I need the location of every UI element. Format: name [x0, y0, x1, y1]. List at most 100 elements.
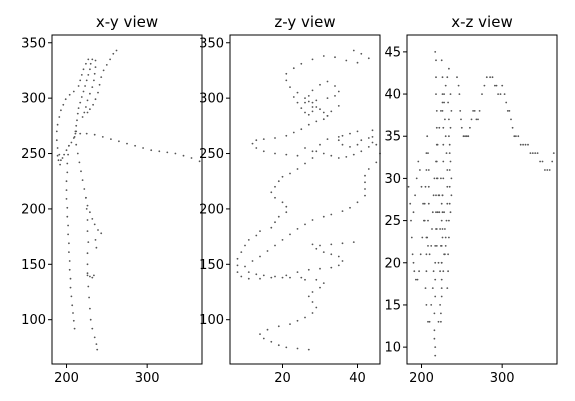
data-point	[277, 344, 280, 347]
data-point	[72, 312, 74, 314]
data-point	[434, 295, 437, 298]
data-point	[407, 185, 410, 188]
data-point	[289, 172, 291, 175]
x-axis: 200 300	[54, 364, 160, 386]
data-point	[274, 221, 276, 224]
data-point	[70, 295, 73, 298]
data-point	[443, 101, 445, 104]
data-point	[430, 304, 433, 306]
data-point	[296, 154, 299, 157]
data-point	[440, 295, 443, 298]
data-point	[285, 72, 288, 75]
y-tick-label: 15	[384, 298, 401, 313]
data-point	[442, 270, 445, 273]
y-axis: 100 150 200 250 300 350	[199, 36, 230, 328]
data-point	[534, 152, 537, 155]
data-point	[319, 244, 321, 247]
data-point	[352, 49, 355, 52]
data-point	[425, 253, 428, 256]
data-point	[436, 143, 439, 146]
data-point	[501, 84, 504, 87]
data-point	[439, 270, 441, 273]
data-point	[440, 287, 443, 289]
data-point	[55, 130, 58, 133]
data-point	[91, 86, 94, 88]
data-point	[460, 118, 462, 121]
data-point	[251, 142, 254, 145]
y-tick-label: 100	[199, 313, 224, 328]
data-point	[307, 295, 310, 298]
x-axis: 200 300	[409, 364, 515, 386]
data-point	[67, 233, 69, 236]
data-point	[65, 198, 68, 200]
x-tick-label: 200	[409, 371, 434, 386]
data-point	[435, 211, 437, 214]
data-point	[337, 136, 340, 138]
data-point	[446, 185, 449, 188]
data-point	[56, 154, 59, 157]
data-point	[341, 260, 344, 262]
data-point	[89, 307, 91, 310]
data-point	[259, 230, 261, 233]
data-point	[240, 275, 243, 278]
data-point	[448, 135, 450, 138]
data-point	[75, 130, 78, 133]
data-point	[440, 219, 443, 222]
data-point	[72, 90, 75, 93]
data-point	[412, 261, 415, 264]
data-point	[304, 316, 306, 319]
data-point	[292, 96, 295, 98]
data-point	[442, 143, 445, 146]
data-point	[80, 170, 82, 173]
data-point	[311, 89, 314, 92]
data-point	[367, 57, 370, 60]
data-point	[55, 139, 58, 142]
data-point	[427, 185, 430, 188]
y-tick-label: 35	[384, 130, 401, 145]
data-point	[292, 67, 295, 70]
data-point	[334, 85, 336, 87]
data-point	[436, 177, 439, 180]
data-point	[425, 152, 428, 155]
data-point	[519, 143, 522, 146]
data-point	[311, 157, 314, 159]
data-point	[522, 143, 524, 146]
data-point	[67, 153, 69, 156]
y-tick-label: 20	[384, 256, 401, 271]
data-point	[76, 112, 79, 115]
data-point	[285, 134, 288, 137]
data-point	[262, 150, 265, 153]
data-point	[89, 92, 91, 95]
data-point	[281, 276, 284, 279]
data-point	[75, 143, 78, 146]
data-point	[126, 142, 128, 145]
data-point	[315, 120, 318, 123]
data-point	[86, 219, 89, 221]
data-point	[337, 264, 340, 267]
data-point	[300, 107, 303, 109]
data-point	[315, 306, 318, 309]
data-point	[93, 274, 95, 277]
data-point	[349, 132, 351, 135]
data-point	[334, 95, 336, 97]
data-point	[341, 210, 344, 213]
data-point	[80, 74, 83, 76]
data-point	[166, 151, 169, 154]
data-point	[115, 49, 118, 52]
data-point	[93, 133, 96, 136]
data-point	[433, 177, 436, 180]
data-point	[94, 59, 97, 62]
data-point	[489, 76, 491, 79]
y-tick-label: 40	[384, 88, 401, 103]
data-point	[364, 194, 366, 197]
data-point	[497, 93, 499, 95]
data-point	[478, 110, 481, 112]
data-point	[425, 169, 428, 171]
data-point	[289, 323, 291, 325]
data-point	[68, 268, 71, 271]
data-point	[86, 99, 89, 102]
data-point	[435, 76, 437, 79]
data-point	[457, 84, 460, 87]
data-point	[444, 135, 447, 138]
data-point	[150, 149, 153, 152]
